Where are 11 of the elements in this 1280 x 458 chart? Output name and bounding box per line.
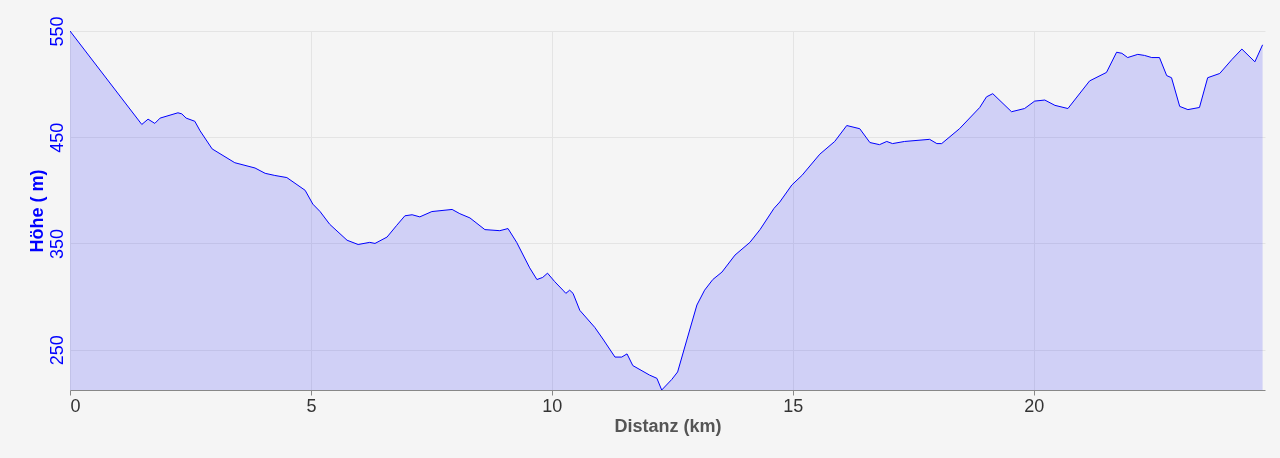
x-axis-title: Distanz (km) [614,415,722,436]
x-tick-label: 15 [783,395,804,416]
x-tick-label: 0 [70,395,81,416]
y-tick-label: 550 [46,16,67,47]
y-axis-title: Höhe ( m) [26,169,47,253]
x-tick-label: 5 [306,395,317,416]
y-tick-label: 450 [46,122,67,153]
x-tick-label: 20 [1024,395,1045,416]
x-tick-label: 10 [542,395,563,416]
y-tick-label: 250 [46,335,67,366]
y-tick-label: 350 [46,228,67,259]
